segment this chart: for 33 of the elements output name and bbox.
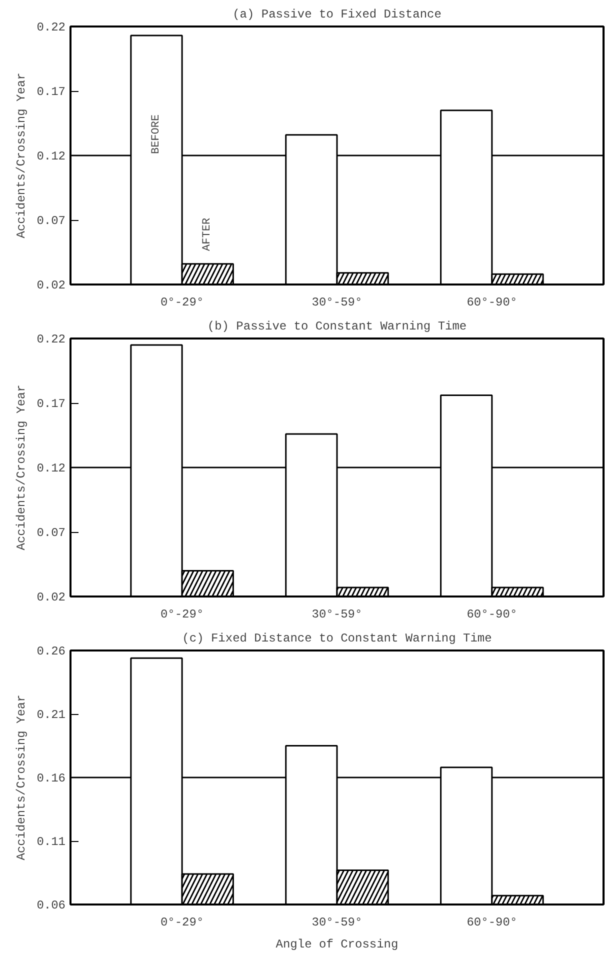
y-tick-label: 0.06 [36, 898, 66, 912]
y-tick-label: 0.16 [36, 772, 66, 786]
y-tick-label: 0.21 [36, 708, 66, 722]
text: AFTER [202, 218, 214, 251]
x-tick-label: 60°-90° [466, 296, 518, 310]
chart-title: (a) Passive to Fixed Distance [232, 8, 442, 22]
x-tick-label: 0°-29° [160, 916, 204, 930]
y-tick-label: 0.17 [36, 85, 66, 99]
y-tick-label: 0.02 [36, 590, 66, 604]
chart-title: (b) Passive to Constant Warning Time [207, 320, 467, 334]
y-tick-label: 0.07 [36, 214, 66, 228]
y-axis-title: Accidents/Crossing Year [14, 72, 29, 238]
x-tick-label: 0°-29° [160, 296, 204, 310]
y-tick-label: 0.07 [36, 526, 66, 540]
y-tick-label: 0.22 [36, 20, 66, 34]
y-tick-label: 0.02 [36, 278, 66, 292]
y-tick-label: 0.22 [36, 332, 66, 346]
y-tick-label: 0.11 [36, 835, 66, 849]
y-axis-title: Accidents/Crossing Year [14, 384, 29, 550]
x-tick-label: 60°-90° [466, 916, 518, 930]
series-label: BEFORE [150, 114, 162, 154]
y-axis-title: Accidents/Crossing Year [14, 694, 29, 860]
x-tick-label: 30°-59° [312, 296, 362, 310]
x-tick-label: 30°-59° [312, 608, 362, 622]
chart-title: (c) Fixed Distance to Constant Warning Time [182, 632, 492, 646]
y-tick-label: 0.26 [36, 644, 66, 658]
x-tick-label: 0°-29° [160, 608, 204, 622]
x-tick-label: 30°-59° [312, 916, 362, 930]
y-tick-label: 0.12 [36, 150, 66, 164]
y-tick-label: 0.12 [36, 462, 66, 476]
x-tick-label: 60°-90° [466, 608, 518, 622]
x-axis-title: Angle of Crossing [276, 938, 398, 952]
y-tick-label: 0.17 [36, 397, 66, 411]
